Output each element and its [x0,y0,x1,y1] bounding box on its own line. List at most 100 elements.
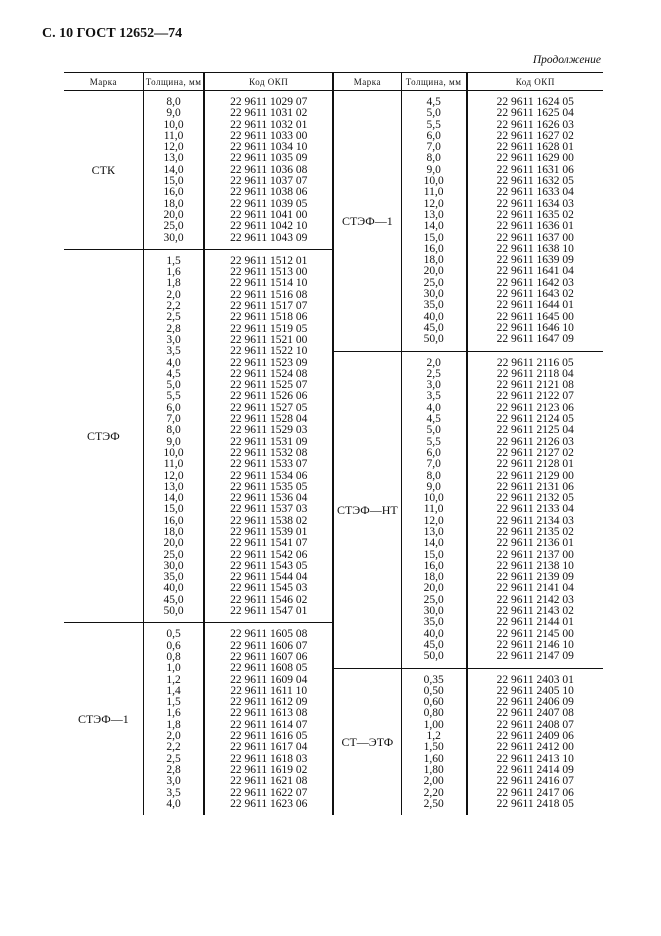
thickness-value: 35,0 [423,616,444,629]
thickness-value: 14,0 [163,163,184,176]
okp-code: 22 9611 2139 09 [496,571,574,584]
thickness-value: 0,50 [423,684,444,697]
okp-code: 22 9611 2141 04 [496,582,574,595]
thickness-value: 4,5 [166,367,181,380]
table-left: Марка Толщина, мм Код ОКП СТК 8,0 9,0 10,0 1… [64,72,332,816]
okp-code: 22 9611 2406 09 [496,696,574,709]
okp-code: 22 9611 2146 10 [496,638,574,651]
okp-code: 22 9611 2134 03 [496,514,574,527]
okp-code: 22 9611 1645 00 [496,310,574,323]
mark-group: СТ—ЭТФ 0,35 0,50 0,60 0,80 1,00 1,2 1,50 1,60 1,8… [334,668,603,816]
okp-code: 22 9611 1521 00 [230,333,308,346]
thickness-value: 1,60 [423,752,444,765]
table-body: СТЭФ—1 4,5 5,0 5,5 6,0 7,0 8,0 9,0 10,0 11,0 12,0 1… [334,91,603,816]
thickness-value: 13,0 [163,152,184,165]
okp-code: 22 9611 1635 02 [496,208,574,221]
okp-code: 22 9611 1608 05 [230,662,308,675]
thickness-value: 2,50 [423,797,444,810]
thickness-value: 45,0 [163,593,184,606]
okp-code: 22 9611 2116 05 [496,356,574,369]
thickness-value: 6,0 [426,129,441,142]
thickness-value: 18,0 [423,571,444,584]
okp-code: 22 9611 1522 10 [230,345,308,358]
okp-code: 22 9611 2125 04 [496,424,574,437]
thickness-value: 4,0 [166,797,181,810]
thickness-value: 15,0 [163,503,184,516]
thickness-value: 3,0 [426,379,441,392]
thickness-value: 6,0 [426,446,441,459]
thickness-value: 10,0 [163,118,184,131]
code-cell: 22 9611 2403 01 22 9611 2405 10 22 9611 24… [468,669,603,816]
okp-code: 22 9611 1041 00 [230,208,308,221]
okp-code: 22 9611 1617 04 [230,741,308,754]
thickness-value: 40,0 [163,582,184,595]
thickness-value: 30,0 [423,605,444,618]
okp-code: 22 9611 1542 06 [230,548,308,561]
okp-code: 22 9611 1523 09 [230,356,308,369]
thickness-value: 11,0 [423,503,444,516]
okp-code: 22 9611 1034 10 [230,141,308,154]
thickness-value: 2,0 [166,730,181,743]
okp-code: 22 9611 1039 05 [230,197,308,210]
okp-code: 22 9611 1629 00 [496,152,574,165]
okp-code: 22 9611 2122 07 [496,390,574,403]
okp-code: 22 9611 1611 10 [230,684,308,697]
thickness-value: 20,0 [163,208,184,221]
thickness-value: 3,0 [166,775,181,788]
thickness-value: 1,80 [423,763,444,776]
okp-code: 22 9611 2138 10 [496,559,574,572]
thickness-value: 2,5 [166,311,181,324]
header-code: Код ОКП [249,76,289,87]
okp-code: 22 9611 1622 07 [230,786,308,799]
thickness-value: 2,2 [166,741,181,754]
header-thickness: Толщина, мм [144,73,206,90]
mark-group: СТЭФ—1 0,5 0,6 0,8 1,0 1,2 1,4 1,5 1,6 1,8 2,0 2,2 2… [64,623,332,816]
okp-code: 22 9611 2414 09 [496,763,574,776]
okp-code: 22 9611 1627 02 [496,129,574,142]
okp-code: 22 9611 1534 06 [230,469,308,482]
thickness-value: 5,0 [166,379,181,392]
okp-code: 22 9611 1042 10 [230,220,308,233]
thickness-cell: 2,0 2,5 3,0 3,5 4,0 4,5 5,0 5,5 6,0 7,0 8,0 9,0 10,0… [402,351,468,668]
okp-code: 22 9611 2407 08 [496,707,574,720]
thickness-value: 0,6 [166,639,181,652]
thickness-value: 6,0 [166,401,181,414]
thickness-value: 0,80 [423,707,444,720]
thickness-value: 25,0 [423,276,444,289]
okp-code: 22 9611 1537 03 [230,503,308,516]
code-cell: 22 9611 1624 05 22 9611 1625 04 22 9611 16… [468,91,603,351]
okp-code: 22 9611 1517 07 [230,300,308,313]
okp-code: 22 9611 1628 01 [496,141,574,154]
okp-code: 22 9611 1631 06 [496,163,574,176]
okp-code: 22 9611 1533 07 [230,458,308,471]
continuation-label: Продолжение [532,54,601,66]
okp-code: 22 9611 1032 01 [230,118,308,131]
header-thickness: Толщина, мм [402,73,468,90]
thickness-value: 30,0 [423,288,444,301]
header-code: Код ОКП [515,76,555,87]
okp-code: 22 9611 2403 01 [496,673,574,686]
okp-code: 22 9611 1535 05 [230,480,308,493]
okp-code: 22 9611 1513 00 [230,266,308,279]
okp-code: 22 9611 1524 08 [230,367,308,380]
code-cell: 22 9611 1512 01 22 9611 1513 00 22 9611 15… [205,250,332,623]
thickness-value: 30,0 [163,559,184,572]
thickness-value: 5,0 [426,424,441,437]
thickness-value: 45,0 [423,321,444,334]
thickness-cell: 8,0 9,0 10,0 11,0 12,0 13,0 14,0 15,0 16,0 18,0 20… [144,91,206,249]
okp-code: 22 9611 1532 08 [230,446,308,459]
thickness-value: 1,8 [166,718,181,731]
thickness-value: 18,0 [163,197,184,210]
okp-code: 22 9611 2408 07 [496,718,574,731]
thickness-value: 8,0 [166,96,181,108]
thickness-cell: 0,5 0,6 0,8 1,0 1,2 1,4 1,5 1,6 1,8 2,0 2,2 2,5 2,8 3… [144,623,206,816]
thickness-value: 1,5 [166,696,181,709]
thickness-value: 20,0 [163,537,184,550]
table-body: СТК 8,0 9,0 10,0 11,0 12,0 13,0 14,0 15,0 16,0 18,… [64,91,332,816]
thickness-value: 3,5 [166,345,181,358]
okp-code: 22 9611 1636 01 [496,220,574,233]
thickness-value: 50,0 [423,650,444,663]
okp-code: 22 9611 1641 04 [496,265,574,278]
okp-code: 22 9611 1031 02 [230,107,308,120]
thickness-value: 16,0 [163,186,184,199]
